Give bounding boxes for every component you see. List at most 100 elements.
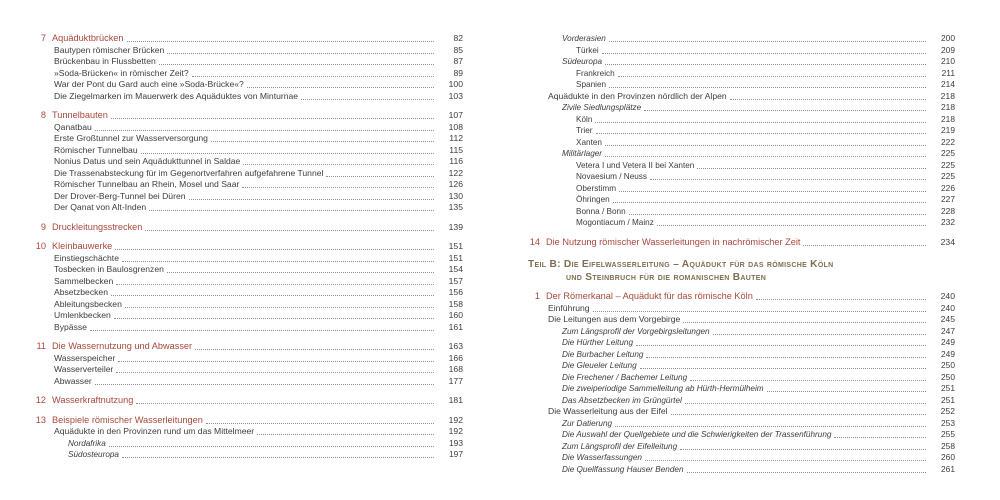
entry-label: Bypässe <box>54 321 87 332</box>
entry-page-number: 228 <box>941 205 955 216</box>
entry-page-number: 225 <box>941 159 955 170</box>
entry-page-number: 163 <box>448 341 463 351</box>
dotted-leader <box>686 471 926 473</box>
entry-label: Südosteuropa <box>68 450 119 459</box>
entry-label: Die Burbacher Leitung <box>562 349 644 359</box>
dotted-leader <box>636 345 926 346</box>
toc-entry-row: Öhringen 227 <box>528 194 955 206</box>
toc-entry-row: Abwasser 177 <box>34 376 463 388</box>
dotted-leader <box>94 129 434 131</box>
entry-label: Aquädukte in den Provinzen nördlich der … <box>548 90 727 101</box>
entry-label: Absetzbecken <box>54 287 108 297</box>
toc-entry-row: Bautypen römischer Brücken 85 <box>34 45 463 57</box>
entry-page-number: 139 <box>448 221 463 232</box>
toc-entry-row: 9 Druckleitungsstrecken 139 <box>34 222 463 234</box>
dotted-leader <box>608 41 926 42</box>
entry-page-number: 214 <box>941 79 955 89</box>
entry-page-number: 258 <box>941 440 955 451</box>
entry-label: Die Wassernutzung und Abwasser <box>52 341 193 351</box>
toc-entry-row: War der Pont du Gard auch eine »Soda-Brü… <box>34 79 463 91</box>
dotted-leader <box>136 403 434 404</box>
toc-entry-row: Römischer Tunnelbau 115 <box>34 145 463 157</box>
dotted-leader <box>697 167 926 169</box>
entry-page-number: 126 <box>448 179 463 189</box>
toc-entry-row: Nordafrika 193 <box>34 438 463 450</box>
entry-page-number: 192 <box>448 414 463 425</box>
toc-entry-row: Xanten 222 <box>528 137 955 149</box>
entry-label: Aquädukte in den Provinzen rund um das M… <box>54 426 255 436</box>
toc-entry-row: Vetera I und Vetera II bei Xanten 225 <box>528 160 955 172</box>
dotted-leader <box>167 52 434 54</box>
entry-page-number: 156 <box>448 287 463 297</box>
section-number: 7 <box>40 33 46 43</box>
entry-label: Der Qanat von Alt-Inden <box>54 202 147 212</box>
toc-entry-row: Umlenkbecken 160 <box>34 310 463 322</box>
entry-page-number: 115 <box>449 144 463 155</box>
dotted-leader <box>158 64 434 65</box>
entry-page-number: 251 <box>941 383 955 393</box>
toc-entry-row: Einstiegschächte 151 <box>34 253 463 265</box>
toc-right-page: Vorderasien 200 Türkei 209 Südeuropa 210 Frank… <box>528 33 955 475</box>
entry-label: Bautypen römischer Brücken <box>54 44 165 55</box>
dotted-leader <box>639 368 926 369</box>
entry-page-number: 135 <box>448 202 463 212</box>
entry-page-number: 218 <box>941 102 955 112</box>
dotted-leader <box>803 244 926 246</box>
dotted-leader <box>628 213 926 215</box>
dotted-leader <box>116 372 434 373</box>
entry-label: Druckleitungsstrecken <box>52 221 143 232</box>
entry-page-number: 261 <box>941 463 955 474</box>
entry-label: Tunnelbauten <box>52 110 108 120</box>
toc-entry-row: Militärlager 225 <box>528 148 955 160</box>
toc-entry-row: Bypässe 161 <box>34 322 463 334</box>
toc-entry-row: Zur Datierung 253 <box>528 418 955 430</box>
dotted-leader <box>89 329 434 331</box>
entry-label: Die Leitungen aus dem Vorgebirge <box>548 314 681 324</box>
toc-entry-row: 11 Die Wassernutzung und Abwasser 163 <box>34 341 463 353</box>
entry-page-number: 82 <box>453 33 463 43</box>
entry-page-number: 151 <box>448 252 463 263</box>
toc-entry-row: 8 Tunnelbauten 107 <box>34 110 463 122</box>
toc-entry-row: Wasserspeicher 166 <box>34 353 463 365</box>
toc-entry-row: Ableitungsbecken 158 <box>34 299 463 311</box>
entry-label: Südeuropa <box>562 57 603 66</box>
dotted-leader <box>205 422 434 424</box>
entry-label: Qanatbau <box>54 121 92 132</box>
entry-label: Militärlager <box>562 149 603 158</box>
entry-page-number: 87 <box>453 56 463 66</box>
entry-label: Römischer Tunnelbau <box>54 144 138 155</box>
toc-entry-row: Qanatbau 108 <box>34 122 463 134</box>
toc-entry-row: Aquädukte in den Provinzen rund um das M… <box>34 426 463 438</box>
toc-entry-row: Die Ziegelmarken im Mauerwerk des Aquädu… <box>34 91 463 103</box>
toc-entry-row: Nonius Datus und sein Aquädukttunnel in … <box>34 156 463 168</box>
entry-label: Die Frechener / Bachemer Leitung <box>562 372 688 382</box>
entry-page-number: 112 <box>449 133 463 143</box>
entry-label: War der Pont du Gard auch eine »Soda-Brü… <box>54 79 244 89</box>
entry-label: Zivile Siedlungsplätze <box>562 103 642 112</box>
dotted-leader <box>121 457 434 458</box>
entry-label: »Soda-Brücken« in römischer Zeit? <box>54 67 189 78</box>
entry-page-number: 253 <box>941 417 955 428</box>
dotted-leader <box>149 210 434 211</box>
entry-page-number: 240 <box>940 291 955 301</box>
dotted-leader <box>604 144 926 146</box>
toc-entry-row: Die Frechener / Bachemer Leitung 250 <box>528 372 955 384</box>
entry-page-number: 197 <box>449 449 463 459</box>
toc-entry-row: Die Wasserleitung aus der Eifel 252 <box>528 406 955 418</box>
entry-label: Einstiegschächte <box>54 252 119 263</box>
entry-label: Xanten <box>576 137 602 147</box>
dotted-leader <box>646 356 926 358</box>
entry-page-number: 240 <box>940 302 955 313</box>
dotted-leader <box>617 75 926 77</box>
entry-label: Abwasser <box>54 375 92 386</box>
dotted-leader <box>188 198 434 200</box>
toc-entry-row: »Soda-Brücken« in römischer Zeit? 89 <box>34 68 463 80</box>
dotted-leader <box>592 310 926 312</box>
toc-entry-row: Einführung 240 <box>528 303 955 315</box>
dotted-leader <box>656 225 926 226</box>
entry-page-number: 234 <box>940 236 955 247</box>
toc-entry-row: Mogontiacum / Mainz 232 <box>528 217 955 229</box>
dotted-leader <box>140 152 434 154</box>
dotted-leader <box>615 425 926 427</box>
entry-page-number: 193 <box>449 437 463 448</box>
